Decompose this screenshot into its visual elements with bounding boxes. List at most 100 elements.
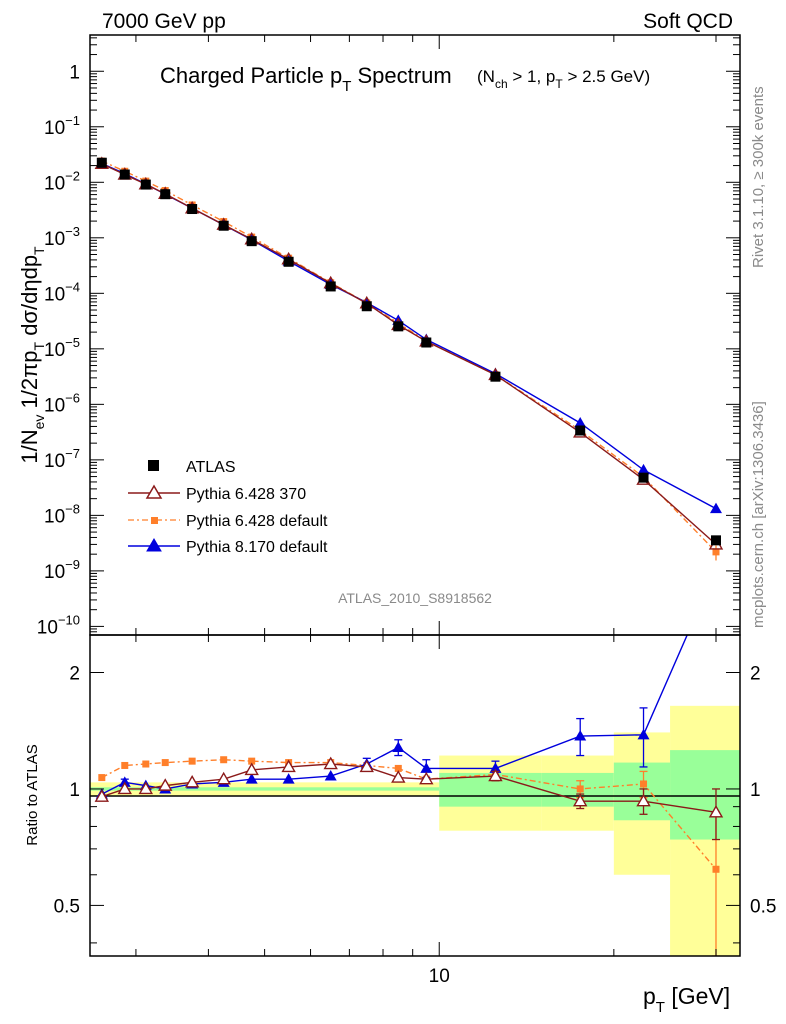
main-point-atlas-9 — [361, 301, 372, 312]
ratio-y-tick-label-right: 2 — [750, 663, 761, 684]
x-tick-label: 10 — [429, 966, 450, 987]
ratio-point-pythia8-14 — [637, 728, 650, 740]
ratio-y-tick-labels: 2 2 1 1 0.5 0.5 — [54, 663, 777, 917]
ratio-point-pythia6-default-14 — [640, 780, 648, 788]
legend-marker-pythia6-370 — [145, 484, 163, 499]
ratio-point-pythia6-default-2 — [142, 760, 150, 768]
x-tick-labels: 10 — [429, 966, 450, 987]
main-point-atlas-13 — [575, 425, 586, 436]
main-point-atlas-11 — [421, 337, 432, 348]
legend-marker-pythia8 — [146, 538, 162, 552]
ratio-point-pythia6-370-11 — [419, 771, 434, 785]
main-point-atlas-5 — [218, 220, 229, 231]
legend-label-pythia6-default: Pythia 6.428 default — [186, 513, 328, 530]
ratio-point-pythia8-6 — [245, 773, 258, 784]
ratio-point-pythia6-default-15 — [712, 865, 720, 873]
ratio-point-pythia6-default-6 — [248, 757, 256, 765]
main-line-pythia6-370 — [101, 163, 717, 545]
ratio-y-axis-label: Ratio to ATLAS — [24, 744, 41, 845]
header-right: Soft QCD — [643, 10, 733, 33]
main-y-tick-label: 10−4 — [44, 279, 80, 305]
main-y-tick-label: 10−8 — [44, 501, 80, 527]
ratio-line-pythia6-default — [101, 759, 717, 870]
analysis-watermark: ATLAS_2010_S8918562 — [338, 590, 492, 606]
ratio-point-pythia6-default-10 — [394, 764, 402, 772]
ratio-point-pythia6-370-7 — [281, 759, 296, 773]
ratio-point-pythia6-370-12 — [488, 768, 503, 782]
ratio-point-pythia6-370-15 — [708, 804, 724, 818]
x-axis-label: pT [GeV] — [643, 983, 730, 1016]
main-point-pythia6-default-15 — [712, 548, 720, 556]
main-y-tick-label: 10−2 — [44, 168, 80, 194]
ratio-y-tick-label-left: 2 — [69, 663, 80, 684]
main-point-atlas-0 — [96, 157, 107, 168]
ratio-point-pythia6-default-3 — [161, 759, 169, 767]
ratio-point-pythia6-370-3 — [158, 778, 173, 791]
ratio-line-pythia6-370 — [101, 763, 717, 814]
ratio-point-pythia6-default-0 — [98, 774, 106, 782]
ratio-point-pythia8-15 — [710, 563, 722, 574]
legend-label-pythia8: Pythia 8.170 default — [186, 539, 328, 556]
ratio-y-tick-label-left: 1 — [69, 780, 80, 801]
main-y-tick-label: 10−5 — [44, 335, 80, 361]
ratio-point-pythia8-8 — [324, 770, 337, 781]
main-y-tick-label: 10−9 — [44, 557, 80, 583]
main-y-tick-label: 10−10 — [37, 612, 80, 638]
main-point-pythia8-13 — [574, 416, 587, 428]
main-point-atlas-14 — [638, 472, 649, 483]
main-point-pythia8-14 — [637, 463, 650, 475]
ratio-point-pythia8-11 — [420, 762, 433, 773]
main-y-tick-label: 1 — [69, 62, 80, 83]
legend-label-pythia6-370: Pythia 6.428 370 — [186, 486, 306, 503]
main-y-tick-label: 10−3 — [44, 224, 80, 250]
main-point-atlas-4 — [187, 204, 198, 215]
ratio-point-pythia8-7 — [282, 773, 295, 784]
ratio-point-pythia6-370-10 — [391, 770, 406, 783]
ratio-point-pythia8-13 — [574, 730, 587, 741]
main-point-atlas-1 — [119, 169, 130, 180]
main-y-tick-label: 10−1 — [44, 113, 80, 139]
ratio-point-pythia6-370-1 — [117, 781, 132, 795]
ratio-point-pythia8-12 — [489, 762, 502, 773]
header-left: 7000 GeV pp — [102, 10, 226, 33]
main-point-atlas-15 — [710, 535, 721, 546]
ratio-point-pythia6-default-5 — [220, 756, 228, 764]
ratio-y-tick-label-right: 0.5 — [750, 896, 776, 917]
chart-title-cuts: (Nch > 1, pT > 2.5 GeV) — [477, 67, 650, 91]
ratio-point-pythia6-default-4 — [188, 757, 196, 765]
stat-uncertainty-band-0 — [90, 787, 440, 791]
legend-label-atlas: ATLAS — [186, 459, 236, 476]
stat-uncertainty-band-4 — [670, 750, 740, 840]
main-point-atlas-10 — [393, 321, 404, 332]
ratio-point-pythia6-370-4 — [184, 774, 200, 788]
ratio-point-pythia6-370-14 — [636, 793, 651, 807]
main-y-axis-label: 1/Nev 1/2πpT dσ/dηdpT — [17, 246, 47, 464]
ratio-point-pythia6-370-9 — [359, 759, 374, 773]
ratio-series-layer — [94, 563, 724, 956]
main-y-tick-labels: 1 10−1 10−2 10−3 10−4 10−5 10−6 10−7 10−8 10−9 10−… — [37, 62, 80, 638]
ratio-point-pythia6-370-5 — [216, 771, 231, 785]
legend: ATLAS Pythia 6.428 370 Pythia 6.428 defa… — [128, 459, 328, 556]
main-point-atlas-2 — [140, 179, 151, 190]
ratio-y-tick-label-left: 0.5 — [54, 896, 80, 917]
ratio-point-pythia6-default-1 — [121, 761, 129, 769]
stat-uncertainty-band-3 — [613, 762, 671, 821]
main-line-pythia8 — [101, 162, 717, 510]
main-y-tick-label: 10−7 — [44, 446, 80, 472]
ratio-plot-frame — [89, 634, 741, 957]
legend-marker-atlas — [148, 460, 159, 471]
ratio-point-pythia8-10 — [392, 741, 405, 752]
main-point-atlas-8 — [325, 281, 336, 292]
side-text-rivet: Rivet 3.1.10, ≥ 300k events — [750, 86, 767, 268]
ratio-point-pythia6-370-0 — [94, 789, 110, 802]
main-point-atlas-6 — [246, 236, 257, 247]
ratio-point-pythia6-370-2 — [138, 781, 154, 795]
main-point-pythia8-15 — [709, 502, 722, 514]
axis-ticks — [90, 35, 740, 956]
main-y-tick-label: 10−6 — [44, 390, 80, 416]
ratio-point-pythia6-370-8 — [323, 756, 338, 770]
legend-marker-pythia6-default — [151, 517, 158, 524]
main-point-atlas-12 — [490, 371, 501, 382]
ratio-point-pythia6-370-6 — [244, 762, 259, 776]
